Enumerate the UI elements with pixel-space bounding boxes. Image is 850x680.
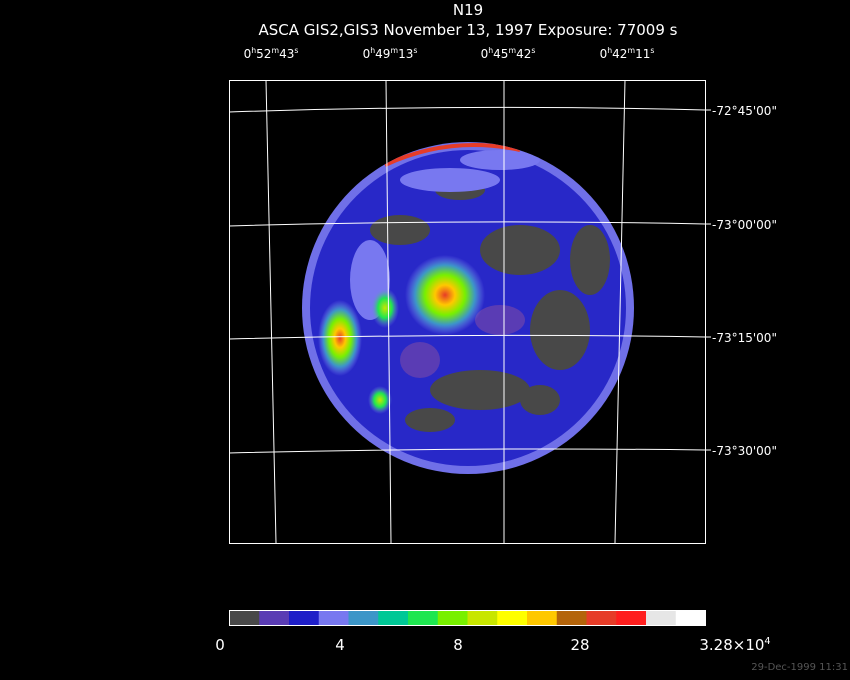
label-part: 0 [244, 47, 252, 61]
superscript: h [370, 46, 375, 55]
dec-label: -73°30'00" [712, 444, 777, 458]
dec-label: -73°00'00" [712, 218, 777, 232]
label-part: 49 [375, 47, 390, 61]
colorbar-swatch [527, 611, 558, 626]
colorbar-label: 3.28×104 [699, 636, 770, 654]
superscript: m [271, 46, 279, 55]
label-part: 0 [481, 47, 489, 61]
label-part: 0 [363, 47, 371, 61]
superscript: s [531, 46, 535, 55]
label-part: 11 [635, 47, 650, 61]
colorbar-label: 4 [335, 636, 345, 654]
label-part: 8 [453, 636, 463, 654]
label-part: 42 [612, 47, 627, 61]
ra-label: 0h49m13s [363, 46, 418, 61]
superscript: s [294, 46, 298, 55]
coordinate-grid [228, 79, 711, 544]
colorbar-swatch [318, 611, 349, 626]
colorbar-swatch [556, 611, 587, 626]
label-part: 28 [570, 636, 589, 654]
colorbar-swatch [586, 611, 617, 626]
colorbar-frame [229, 610, 706, 626]
subtitle: ASCA GIS2,GIS3 November 13, 1997 Exposur… [259, 21, 678, 39]
superscript: m [508, 46, 516, 55]
colorbar-swatch [229, 611, 260, 626]
colorbar-swatch [497, 611, 528, 626]
ra-label: 0h45m42s [481, 46, 536, 61]
colorbar-swatch [408, 611, 439, 626]
superscript: s [650, 46, 654, 55]
colorbar-label: 28 [570, 636, 589, 654]
colorbar-swatch [646, 611, 677, 626]
timestamp: 29-Dec-1999 11:31 [751, 662, 848, 673]
label-part: 42 [516, 47, 531, 61]
colorbar-swatch [616, 611, 647, 626]
colorbar-label: 8 [453, 636, 463, 654]
colorbar-swatch [467, 611, 498, 626]
label-part: 4 [335, 636, 345, 654]
colorbar-swatch [675, 611, 706, 626]
label-part: 0 [215, 636, 225, 654]
dec-label: -72°45'00" [712, 104, 777, 118]
superscript: s [413, 46, 417, 55]
colorbar-label: 0 [215, 636, 225, 654]
label-part: 3.28×10 [699, 636, 764, 654]
colorbar-swatch [378, 611, 409, 626]
xray-image [302, 142, 634, 474]
label-part: 52 [256, 47, 271, 61]
colorbar-swatch [289, 611, 320, 626]
label-part: 13 [398, 47, 413, 61]
superscript: h [251, 46, 256, 55]
superscript: m [627, 46, 635, 55]
superscript: 4 [764, 636, 770, 647]
title: N19 [453, 1, 483, 19]
superscript: h [607, 46, 612, 55]
colorbar-swatch [259, 611, 290, 626]
colorbar: 0 4 8 28 3.28×104 [215, 611, 771, 654]
colorbar-swatch [437, 611, 468, 626]
label-part: 45 [493, 47, 508, 61]
dec-label: -73°15'00" [712, 331, 777, 345]
superscript: m [390, 46, 398, 55]
ra-label: 0h42m11s [600, 46, 655, 61]
label-part: 43 [279, 47, 294, 61]
ra-label: 0h52m43s [244, 46, 299, 61]
label-part: 0 [600, 47, 608, 61]
colorbar-swatch [348, 611, 379, 626]
superscript: h [488, 46, 493, 55]
dec-labels: -72°45'00" -73°00'00" -73°15'00" -73°30'00" [712, 104, 777, 458]
ra-labels: 0h52m43s 0h49m13s 0h45m42s 0h42m11s [244, 46, 655, 61]
